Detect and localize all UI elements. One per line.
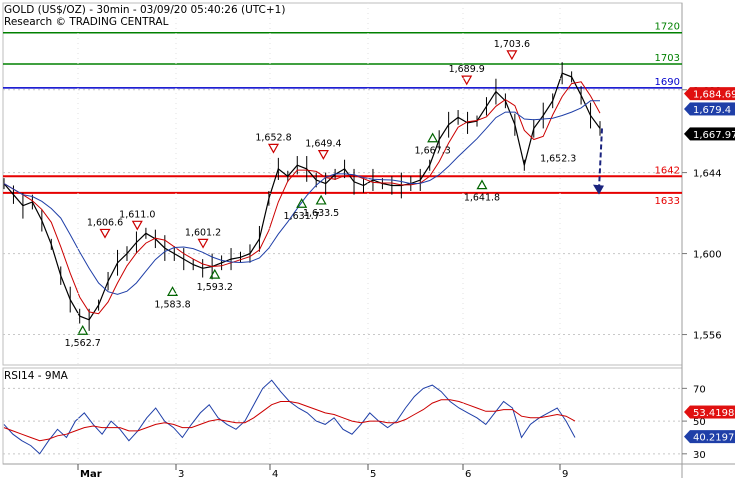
level-label-1703: 1703 bbox=[655, 53, 680, 64]
marker-label: 1,641.8 bbox=[464, 193, 500, 204]
up-marker bbox=[476, 179, 488, 190]
up-marker bbox=[209, 268, 221, 279]
rsi-badge bbox=[690, 430, 735, 444]
level-label-1642: 1642 bbox=[655, 165, 680, 176]
marker-label: 1,633.5 bbox=[303, 208, 339, 219]
level-label-1720: 1720 bbox=[655, 22, 680, 33]
marker-label: 1,611.0 bbox=[119, 209, 155, 220]
x-tick-label: Mar bbox=[80, 469, 102, 480]
up-marker bbox=[166, 286, 179, 296]
up-marker bbox=[77, 324, 89, 335]
price-tick-label: 1,644 bbox=[693, 169, 722, 180]
level-label-1690: 1690 bbox=[655, 77, 680, 88]
down-marker bbox=[267, 143, 280, 154]
price-badge-pointer bbox=[684, 87, 690, 101]
chart-title: GOLD (US$/OZ) - 30min - 03/09/20 05:40:2… bbox=[4, 4, 285, 16]
price-badge-label: 1,679.4 bbox=[693, 105, 731, 116]
marker-label: 1,601.2 bbox=[185, 227, 221, 238]
ma-slow-line bbox=[3, 100, 600, 295]
down-marker bbox=[506, 50, 518, 61]
price-badge-pointer bbox=[684, 127, 690, 141]
marker-label: 1,652.8 bbox=[255, 132, 291, 143]
grid bbox=[3, 89, 682, 336]
marker-label: 1,631.7 bbox=[284, 211, 320, 222]
x-tick-label: 9 bbox=[562, 469, 568, 480]
projection-line bbox=[598, 128, 603, 189]
rsi-badge-label: 40.2197 bbox=[693, 433, 734, 444]
down-marker bbox=[317, 150, 329, 160]
projection-arrowhead bbox=[593, 184, 604, 195]
level-lines: 1720 1703 1690 1642 1633 bbox=[3, 22, 682, 207]
up-marker bbox=[427, 132, 439, 143]
x-tick-label: 6 bbox=[465, 469, 471, 480]
marker-label: 1,593.2 bbox=[197, 282, 233, 293]
price-axis: 1,5561,6001,6441,6891,684.691,679.41,667… bbox=[682, 86, 735, 342]
rsi-panel-frame bbox=[2, 367, 683, 465]
down-marker bbox=[461, 75, 473, 86]
turning-point-markers: 1,562.7 1,606.61,611.0 1,583.8 1,601.2 1,593… bbox=[65, 39, 577, 349]
x-tick-label: 5 bbox=[370, 469, 376, 480]
price-badge bbox=[690, 102, 735, 116]
price-badge-pointer bbox=[684, 102, 690, 116]
marker-label: 1,649.4 bbox=[305, 139, 341, 150]
price-panel-frame bbox=[2, 2, 683, 366]
up-marker bbox=[315, 194, 327, 205]
price-tick-label: 1,600 bbox=[693, 250, 722, 261]
price-close-line bbox=[3, 72, 601, 321]
price-badge bbox=[690, 127, 735, 141]
x-axis: Mar 3 4 5 6 9 bbox=[77, 3, 568, 480]
rsi-tick-label: 30 bbox=[693, 450, 706, 461]
rsi-badge-label: 53.4198 bbox=[693, 408, 734, 419]
rsi-tick-label: 70 bbox=[693, 384, 706, 395]
rsi-axis: 30 50 70 53.4198 40.2197 bbox=[682, 384, 735, 461]
marker-label: 1,667.3 bbox=[415, 146, 451, 157]
price-badge-label: 1,667.97 bbox=[693, 130, 735, 141]
chart-source: Research © TRADING CENTRAL bbox=[4, 16, 169, 28]
down-marker bbox=[99, 228, 111, 239]
marker-label: 1,652.3 bbox=[540, 153, 576, 164]
price-series bbox=[3, 62, 601, 331]
x-tick-label: 4 bbox=[272, 469, 278, 480]
down-marker bbox=[197, 238, 209, 249]
rsi-series bbox=[3, 379, 682, 455]
level-label-1633: 1633 bbox=[655, 196, 680, 207]
down-marker bbox=[131, 220, 143, 231]
marker-label: 1,606.6 bbox=[87, 217, 123, 228]
rsi-title: RSI14 - 9MA bbox=[4, 370, 69, 382]
price-tick-label: 1,556 bbox=[693, 331, 722, 342]
rsi-tick-label: 50 bbox=[693, 417, 706, 428]
projection-arrow bbox=[593, 128, 604, 195]
x-tick-label: 3 bbox=[178, 469, 184, 480]
rsi-badge bbox=[690, 405, 735, 419]
marker-label: 1,562.7 bbox=[65, 338, 101, 349]
ma-fast-line bbox=[3, 81, 601, 315]
rsi_ma-line bbox=[3, 399, 576, 442]
price-badge bbox=[690, 87, 735, 101]
up-marker bbox=[296, 198, 308, 208]
rsi-badge-pointer bbox=[684, 405, 690, 419]
marker-label: 1,689.9 bbox=[449, 64, 485, 75]
price-badge-label: 1,684.69 bbox=[693, 90, 735, 101]
marker-label: 1,583.8 bbox=[154, 299, 190, 310]
marker-label: 1,703.6 bbox=[494, 39, 530, 50]
rsi-badge-pointer bbox=[684, 430, 690, 444]
